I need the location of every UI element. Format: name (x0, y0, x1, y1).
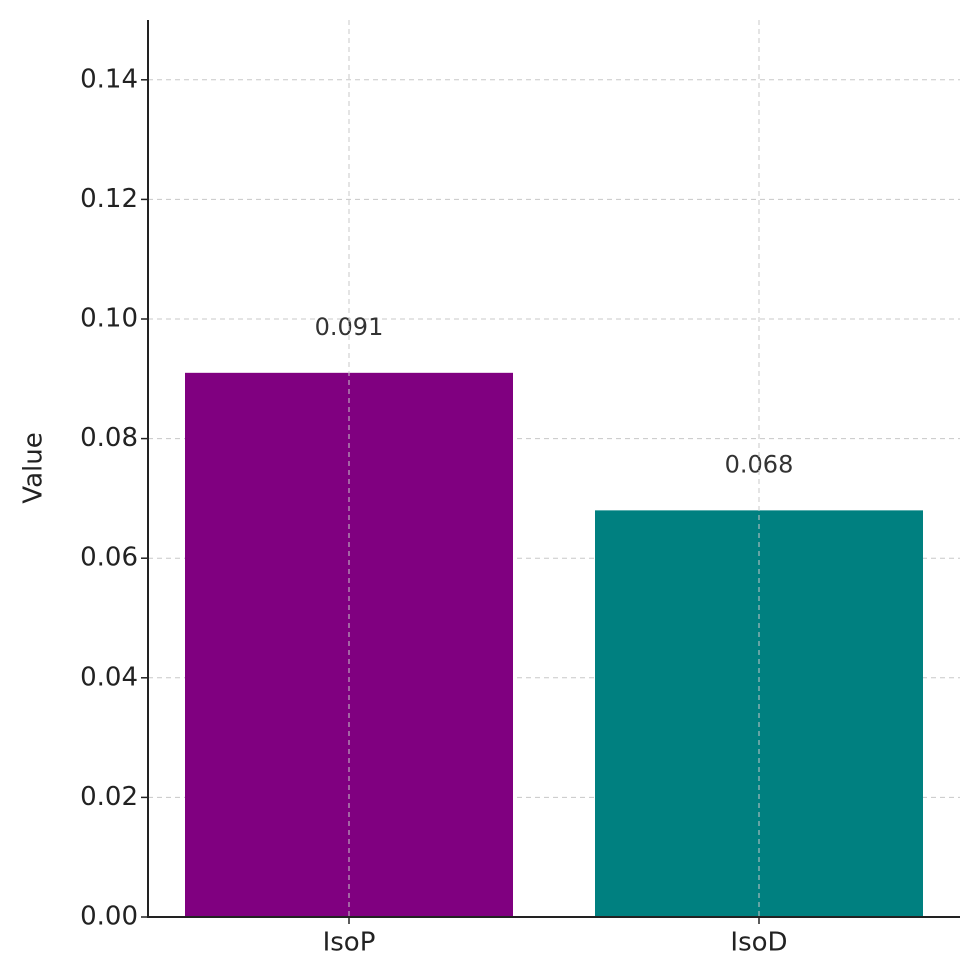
y-tick-label: 0.04 (80, 662, 138, 692)
y-tick-label: 0.08 (80, 423, 138, 453)
y-tick-label: 0.02 (80, 782, 138, 812)
y-tick-label: 0.06 (80, 543, 138, 573)
y-tick-label: 0.12 (80, 184, 138, 214)
y-tick-label: 0.14 (80, 64, 138, 94)
y-axis-label: Value (19, 432, 49, 503)
x-tick-label: IsoD (730, 928, 787, 958)
y-tick-label: 0.10 (80, 304, 138, 334)
x-tick-label: IsoP (323, 928, 376, 958)
y-tick-label: 0.00 (80, 902, 138, 932)
